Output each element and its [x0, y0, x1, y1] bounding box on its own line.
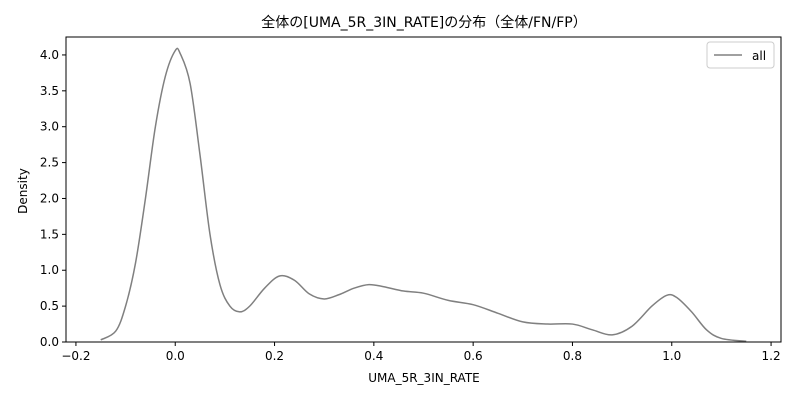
plot-area-frame: [65, 36, 782, 343]
y-tick-label: 2.5: [40, 156, 59, 170]
y-tick-label: 0.0: [40, 335, 59, 349]
y-tick-label: 1.5: [40, 227, 59, 241]
x-tick-label: 1.0: [662, 349, 681, 363]
x-tick-label: −0.2: [61, 349, 90, 363]
y-tick-label: 4.0: [40, 48, 59, 62]
y-axis-label: Density: [16, 168, 30, 214]
chart-title: 全体の[UMA_5R_3IN_RATE]の分布（全体/FN/FP）: [261, 14, 586, 31]
x-tick-label: 0.4: [364, 349, 383, 363]
y-tick-label: 2.0: [40, 191, 59, 205]
tick-marks: −0.2 0.0 0.2 0.4 0.6 0.8 1.0 1.20.00.51.01.52.0…: [40, 48, 781, 363]
y-tick-label: 1.0: [40, 263, 59, 277]
x-tick-label: 0.8: [563, 349, 582, 363]
x-axis-label: UMA_5R_3IN_RATE: [368, 371, 480, 385]
y-tick-label: 3.5: [40, 84, 59, 98]
x-tick-label: 0.6: [464, 349, 483, 363]
series-line-all: [100, 47, 747, 343]
y-tick-label: 3.0: [40, 120, 59, 134]
x-tick-label: 0.2: [265, 349, 284, 363]
legend: all: [706, 41, 775, 69]
x-tick-label: 1.2: [762, 349, 781, 363]
y-tick-label: 0.5: [40, 299, 59, 313]
x-tick-label: 0.0: [166, 349, 185, 363]
legend-label-all: all: [752, 49, 766, 63]
